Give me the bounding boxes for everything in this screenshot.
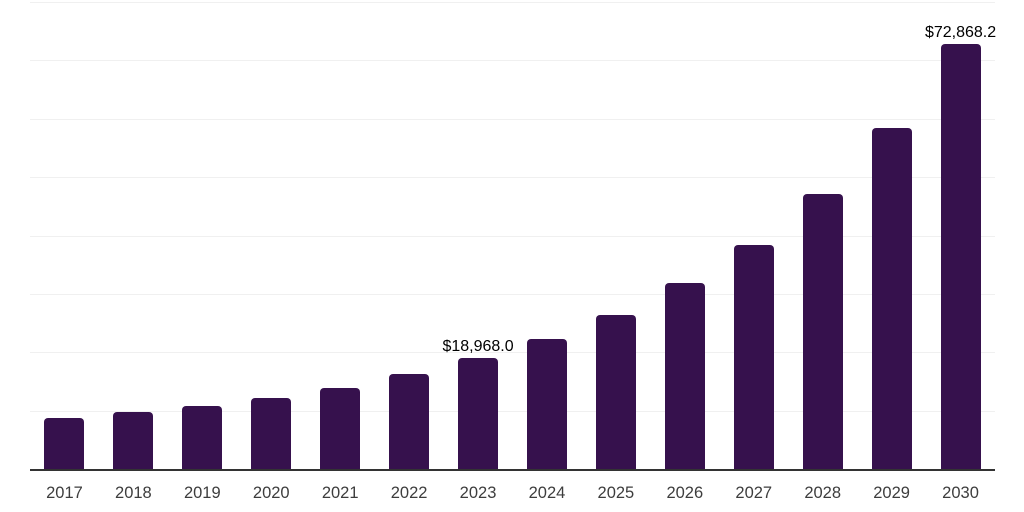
bar-2027 — [733, 244, 774, 469]
x-tick-label-2026: 2026 — [666, 484, 704, 502]
y-gridline — [30, 60, 995, 62]
y-gridline — [30, 177, 995, 179]
bar-2030 — [940, 43, 981, 469]
x-tick-label-2019: 2019 — [183, 484, 221, 502]
data-label-2023: $18,968.0 — [442, 338, 514, 356]
x-tick-label-2030: 2030 — [942, 484, 979, 502]
bar-2018 — [113, 412, 154, 469]
x-tick-label-2029: 2029 — [873, 484, 910, 502]
x-tick-label-2022: 2022 — [390, 484, 428, 502]
x-tick-label-2027: 2027 — [735, 484, 773, 502]
bar-2019 — [182, 406, 223, 469]
bar-2021 — [320, 387, 361, 469]
bar-2020 — [251, 398, 292, 469]
bar-2022 — [389, 373, 430, 469]
x-tick-label-2023: 2023 — [459, 484, 497, 502]
x-tick-label-2017: 2017 — [46, 484, 83, 502]
y-gridline — [30, 352, 995, 354]
bar-2026 — [664, 283, 705, 469]
y-gridline — [30, 2, 995, 3]
x-tick-label-2021: 2021 — [321, 484, 359, 502]
bar-2023 — [458, 358, 499, 469]
y-gridline — [30, 293, 995, 295]
bar-2028 — [802, 193, 843, 469]
bar-2029 — [871, 128, 912, 469]
y-gridline — [30, 410, 995, 412]
x-tick-label-2028: 2028 — [804, 484, 842, 502]
data-label-2030: $72,868.2 — [924, 23, 997, 41]
x-axis-line — [30, 469, 995, 471]
y-gridline — [30, 235, 995, 237]
bar-2024 — [526, 339, 567, 469]
x-tick-label-2020: 2020 — [252, 484, 290, 502]
y-gridline — [30, 118, 995, 120]
x-tick-label-2024: 2024 — [528, 484, 566, 502]
x-tick-label-2018: 2018 — [115, 484, 152, 502]
bar-2017 — [44, 417, 85, 469]
x-tick-label-2025: 2025 — [597, 484, 635, 502]
bar-2025 — [595, 314, 636, 469]
